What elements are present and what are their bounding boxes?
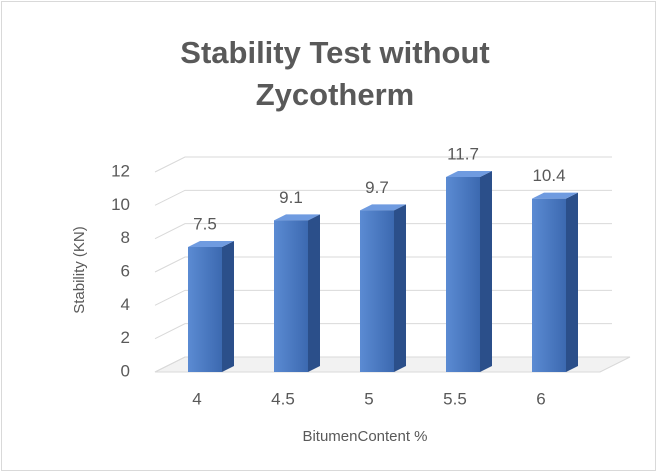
x-tick-label: 5.5 bbox=[443, 389, 467, 408]
y-tick-label: 10 bbox=[111, 195, 130, 214]
y-tick-label: 0 bbox=[121, 361, 130, 380]
bar bbox=[274, 220, 308, 372]
bar-top bbox=[360, 204, 406, 211]
data-label: 9.1 bbox=[279, 188, 303, 207]
x-tick-label: 4 bbox=[192, 389, 201, 408]
grid-line bbox=[154, 156, 612, 173]
data-label: 9.7 bbox=[365, 178, 389, 197]
y-tick-label: 6 bbox=[121, 261, 130, 280]
y-tick-label: 8 bbox=[121, 228, 130, 247]
chart-title: Zycotherm bbox=[256, 77, 414, 112]
x-axis-title: BitumenContent % bbox=[302, 428, 427, 445]
data-label: 11.7 bbox=[447, 144, 479, 163]
y-tick-label: 4 bbox=[121, 295, 130, 314]
data-label: 7.5 bbox=[193, 214, 217, 233]
chart-title: Stability Test without bbox=[180, 35, 489, 70]
bar bbox=[532, 198, 566, 372]
bar-top bbox=[532, 192, 578, 199]
data-label: 10.4 bbox=[532, 166, 565, 185]
bar bbox=[360, 210, 394, 372]
y-tick-label: 12 bbox=[111, 161, 130, 180]
bar-side bbox=[394, 204, 406, 372]
y-tick-label: 2 bbox=[121, 328, 130, 347]
bar-side bbox=[566, 192, 578, 372]
bar-side bbox=[480, 171, 492, 372]
x-tick-label: 4.5 bbox=[271, 389, 295, 408]
y-axis-title: Stability (KN) bbox=[71, 226, 88, 314]
x-tick-label: 6 bbox=[536, 389, 545, 408]
x-tick-label: 5 bbox=[364, 389, 373, 408]
bar-side bbox=[308, 214, 320, 372]
bar-side bbox=[222, 241, 234, 372]
bar-top bbox=[446, 171, 492, 177]
bar bbox=[188, 247, 222, 372]
bar-top bbox=[274, 214, 320, 221]
bar-top bbox=[188, 241, 234, 247]
bar bbox=[446, 177, 480, 372]
